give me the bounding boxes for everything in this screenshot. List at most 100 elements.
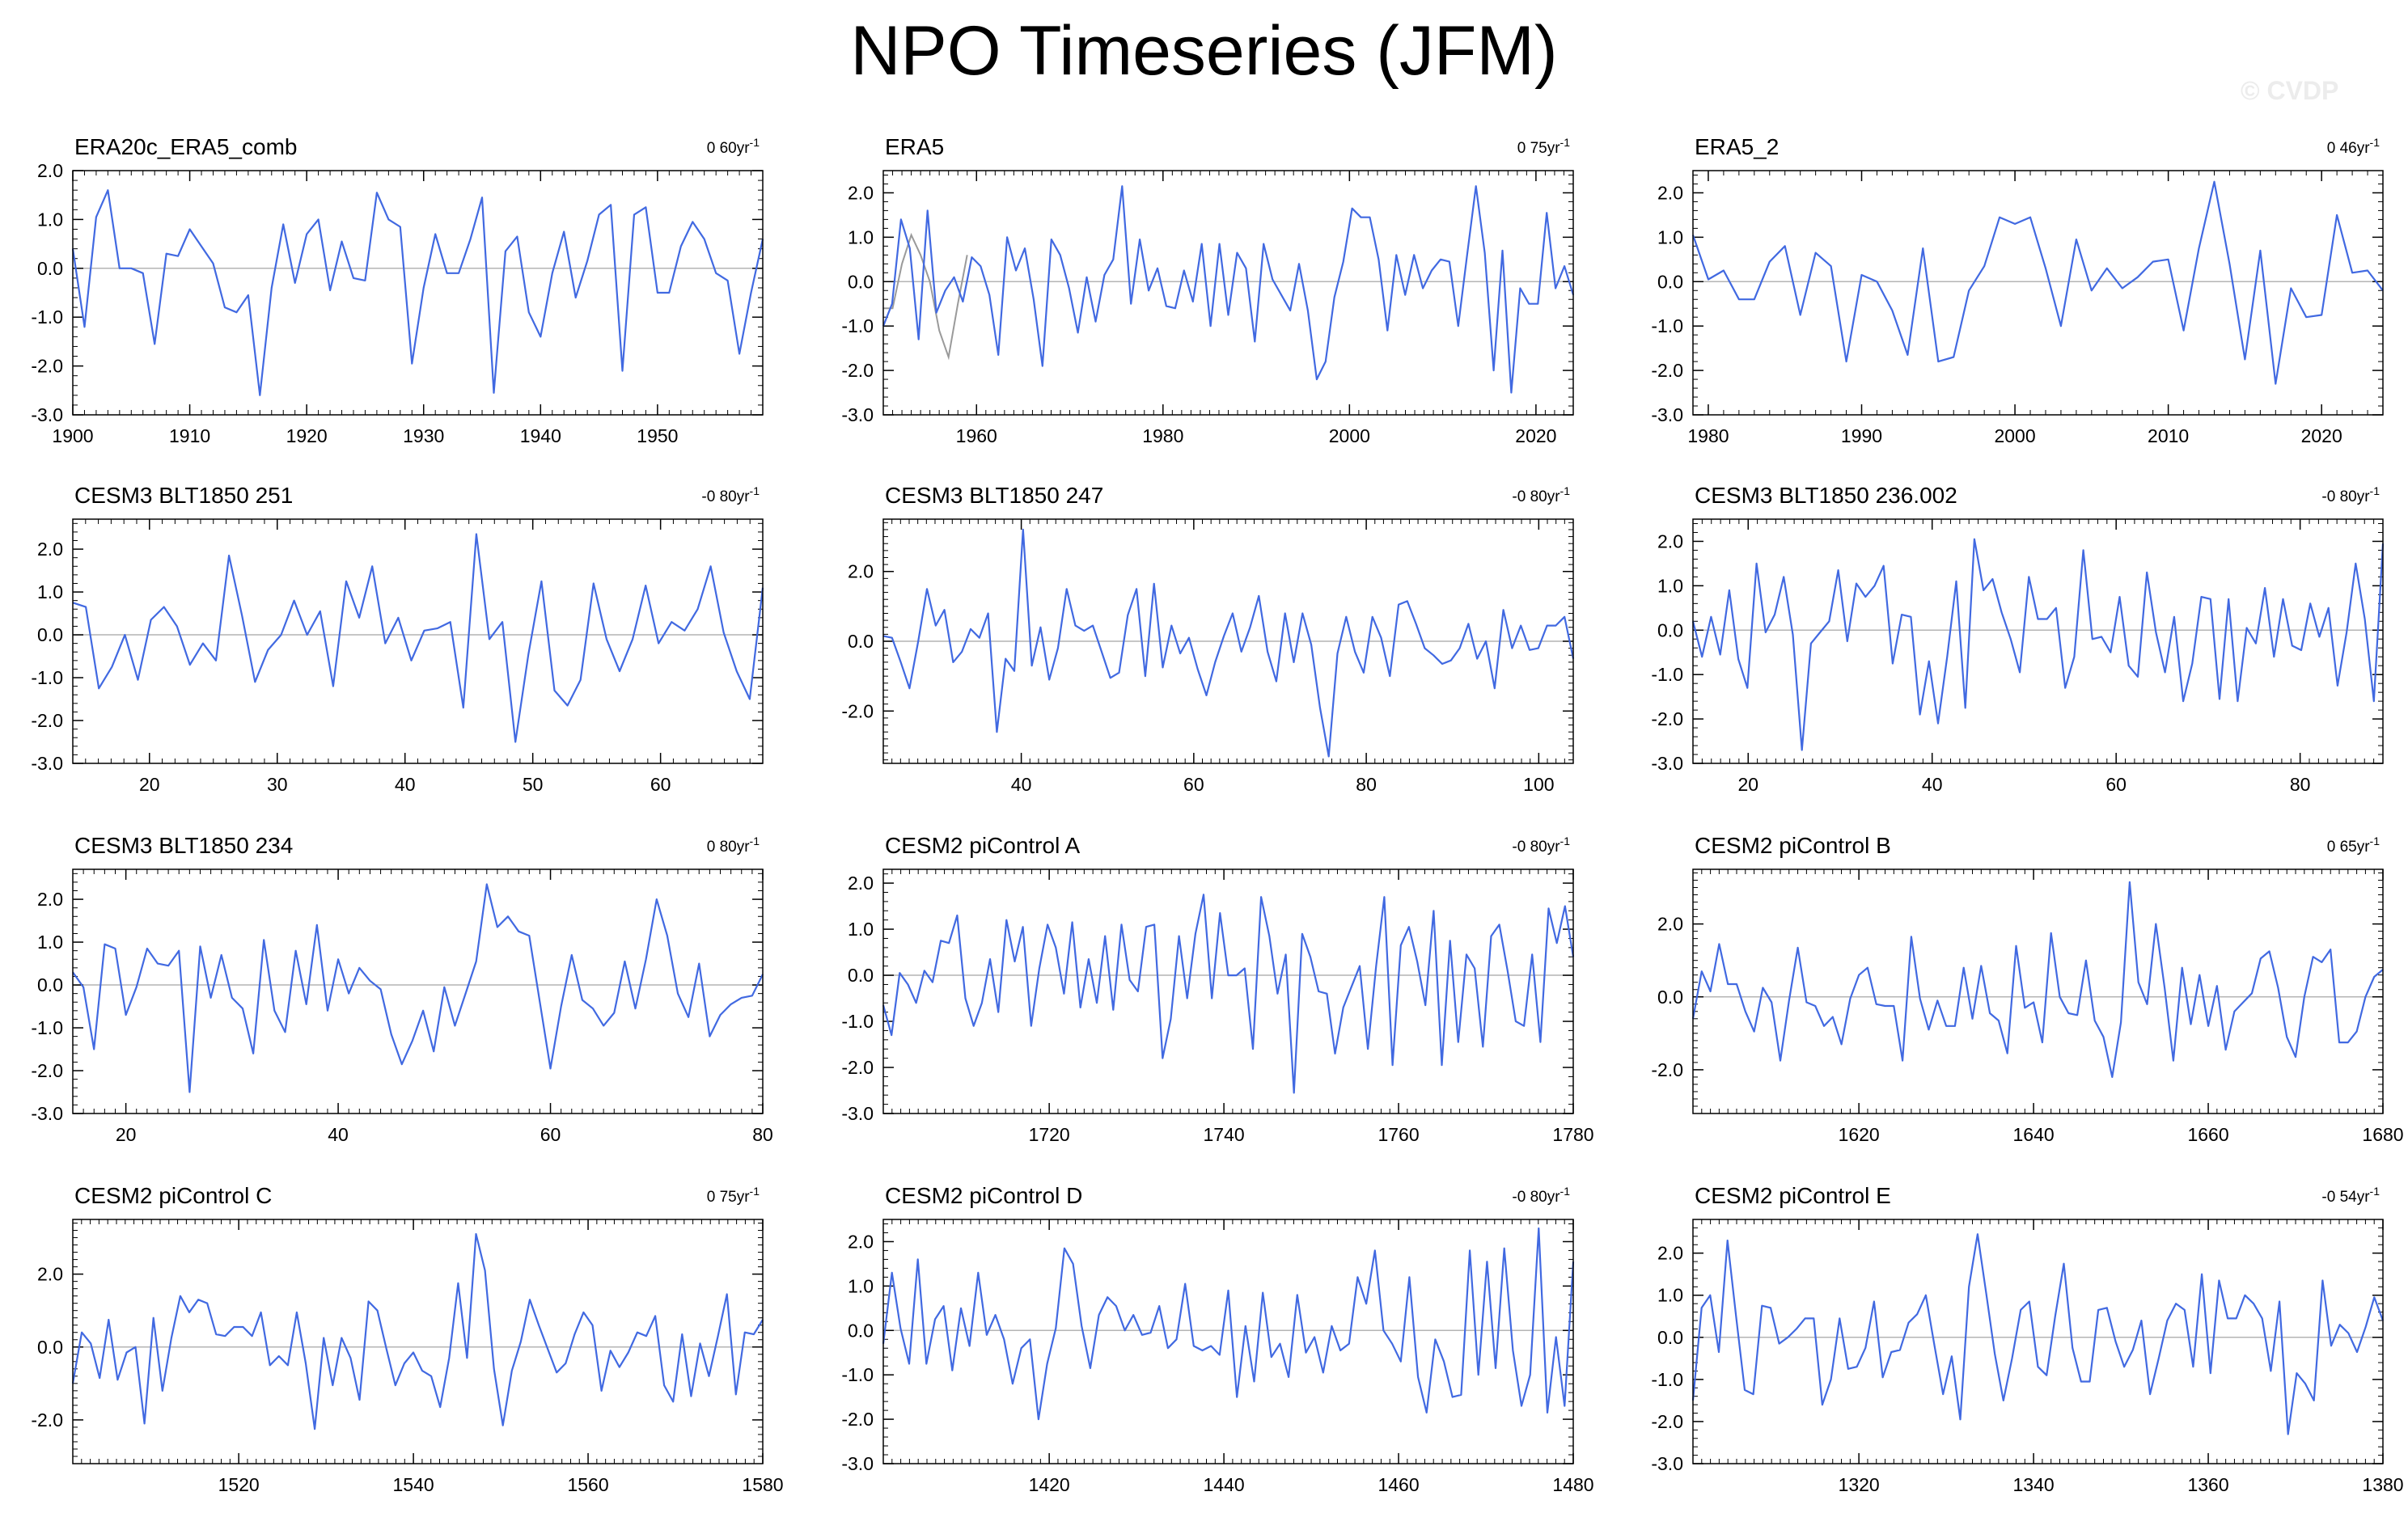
x-tick-label: 60 xyxy=(2105,774,2127,795)
y-tick-label: -1.0 xyxy=(31,667,63,688)
y-tick-label: 0.0 xyxy=(848,1320,874,1341)
y-tick-label: 2.0 xyxy=(37,160,63,181)
trend-unit: -1 xyxy=(2370,136,2380,149)
y-tick-label: -2.0 xyxy=(841,1057,874,1078)
x-tick-label: 60 xyxy=(540,1124,561,1145)
x-tick-label: 1460 xyxy=(1378,1474,1419,1495)
x-tick-label: 1910 xyxy=(169,425,210,446)
trend-unit: -1 xyxy=(1560,835,1571,847)
panel-title: CESM2 piControl B xyxy=(1695,833,1891,858)
npo-series-line xyxy=(71,1232,764,1430)
npo-series-line xyxy=(1691,538,2385,751)
panel-title: CESM3 BLT1850 251 xyxy=(74,483,293,508)
y-tick-label: -1.0 xyxy=(1651,664,1683,685)
y-tick-label: -3.0 xyxy=(31,1103,63,1124)
y-tick-label: -3.0 xyxy=(841,404,874,425)
x-tick-label: 2000 xyxy=(1994,425,2035,446)
x-tick-label: 1520 xyxy=(218,1474,260,1495)
overlay-series-line xyxy=(883,232,968,361)
y-tick-label: 1.0 xyxy=(37,932,63,953)
x-tick-label: 30 xyxy=(267,774,288,795)
chart-panel: 40 60 80 100 2.0 0.0 -2.0 CESM3 BLT1850 247 -0 8… xyxy=(841,483,1575,795)
x-tick-label: 1780 xyxy=(1552,1124,1593,1145)
x-tick-label: 1990 xyxy=(1841,425,1882,446)
x-tick-label: 1360 xyxy=(2187,1474,2228,1495)
trend-label: -0 80yr-1 xyxy=(701,484,760,505)
y-tick-label: 1.0 xyxy=(1657,1285,1683,1306)
panel-title: ERA20c_ERA5_comb xyxy=(74,134,297,159)
plot-frame xyxy=(1692,170,2384,416)
trend-unit: -1 xyxy=(750,835,760,847)
x-tick-label: 1660 xyxy=(2187,1124,2228,1145)
y-tick-label: 1.0 xyxy=(848,1275,874,1296)
y-tick-label: 1.0 xyxy=(37,581,63,602)
trend-label: -0 54yr-1 xyxy=(2321,1185,2380,1206)
y-tick-label: 1.0 xyxy=(37,209,63,230)
y-tick-label: 2.0 xyxy=(1657,914,1683,935)
trend-unit: -1 xyxy=(1560,1185,1571,1198)
x-tick-label: 2010 xyxy=(2148,425,2189,446)
y-tick-label: -2.0 xyxy=(1651,1059,1683,1080)
chart-panel: 1620 1640 1660 1680 2.0 0.0 -2.0 CESM2 piContro… xyxy=(1651,833,2403,1145)
x-tick-label: 1580 xyxy=(742,1474,783,1495)
trend-unit: -1 xyxy=(1560,484,1571,497)
npo-series-line xyxy=(882,528,1575,758)
plot-frame xyxy=(882,518,1574,764)
panel-title: CESM3 BLT1850 247 xyxy=(885,483,1103,508)
chart-panel: 1520 1540 1560 1580 2.0 0.0 -2.0 CESM2 piContro… xyxy=(31,1183,783,1495)
x-tick-label: 1440 xyxy=(1204,1474,1245,1495)
x-tick-label: 1640 xyxy=(2013,1124,2055,1145)
y-tick-label: 1.0 xyxy=(1657,226,1683,247)
y-tick-label: 1.0 xyxy=(1657,575,1683,596)
trend-label: -0 80yr-1 xyxy=(1512,484,1570,505)
plot-frame xyxy=(882,170,1574,416)
x-tick-label: 20 xyxy=(116,1124,137,1145)
trend-label: 0 65yr-1 xyxy=(2327,835,2380,856)
y-tick-label: -1.0 xyxy=(1651,315,1683,336)
trend-unit: -1 xyxy=(750,484,760,497)
x-tick-label: 1480 xyxy=(1552,1474,1593,1495)
page-title: NPO Timeseries (JFM) xyxy=(850,12,1558,90)
y-tick-label: -3.0 xyxy=(1651,753,1683,774)
y-tick-label: 1.0 xyxy=(848,226,874,247)
y-tick-label: 0.0 xyxy=(848,965,874,986)
npo-series-line xyxy=(72,533,764,743)
panel-title: CESM2 piControl E xyxy=(1695,1183,1891,1208)
x-tick-label: 1980 xyxy=(1142,425,1183,446)
plot-frame xyxy=(72,170,764,416)
x-tick-label: 1420 xyxy=(1029,1474,1070,1495)
y-tick-label: -3.0 xyxy=(31,753,63,774)
y-tick-label: 2.0 xyxy=(848,182,874,203)
x-tick-label: 1720 xyxy=(1029,1124,1070,1145)
y-tick-label: -2.0 xyxy=(31,710,63,731)
trend-unit: -1 xyxy=(2370,484,2380,497)
x-tick-label: 40 xyxy=(1922,774,1943,795)
trend-label: 0 75yr-1 xyxy=(707,1185,760,1206)
trend-label: 0 75yr-1 xyxy=(1517,136,1570,157)
x-tick-label: 1680 xyxy=(2362,1124,2403,1145)
y-tick-label: -3.0 xyxy=(841,1103,874,1124)
y-tick-label: 2.0 xyxy=(848,873,874,894)
trend-unit: -1 xyxy=(750,1185,760,1198)
trend-label: -0 80yr-1 xyxy=(2321,484,2380,505)
y-tick-label: -2.0 xyxy=(1651,708,1683,729)
x-tick-label: 80 xyxy=(2290,774,2311,795)
trend-label: -0 80yr-1 xyxy=(1512,835,1570,856)
x-tick-label: 1560 xyxy=(567,1474,608,1495)
x-tick-label: 1940 xyxy=(520,425,561,446)
y-tick-label: -2.0 xyxy=(1651,360,1683,381)
y-tick-label: 0.0 xyxy=(1657,987,1683,1008)
y-tick-label: 0.0 xyxy=(37,258,63,279)
x-tick-label: 100 xyxy=(1523,774,1554,795)
x-tick-label: 1320 xyxy=(1839,1474,1880,1495)
y-tick-label: 0.0 xyxy=(37,974,63,995)
cvdp-watermark: © CVDP xyxy=(2241,76,2339,105)
panel-title: CESM2 piControl C xyxy=(74,1183,272,1208)
x-tick-label: 60 xyxy=(650,774,671,795)
trend-label: 0 46yr-1 xyxy=(2327,136,2380,157)
x-tick-label: 20 xyxy=(139,774,160,795)
y-tick-label: 1.0 xyxy=(848,919,874,940)
x-tick-label: 40 xyxy=(395,774,416,795)
panel-title: ERA5_2 xyxy=(1695,134,1779,159)
y-tick-label: -3.0 xyxy=(1651,1453,1683,1474)
